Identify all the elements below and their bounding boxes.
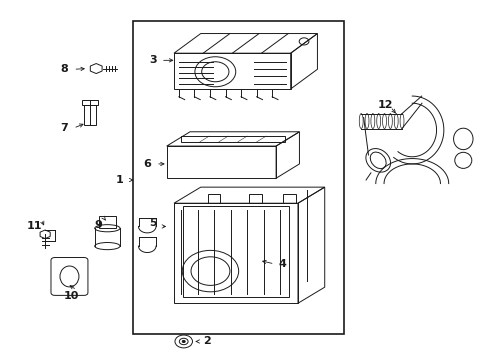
Text: 3: 3 <box>149 55 157 65</box>
Text: 8: 8 <box>61 64 68 74</box>
Text: 10: 10 <box>63 291 79 301</box>
Text: 12: 12 <box>377 100 392 110</box>
Text: 6: 6 <box>143 159 151 169</box>
Text: 5: 5 <box>149 218 157 228</box>
Bar <box>132 21 344 334</box>
Text: 2: 2 <box>203 337 210 346</box>
Text: 7: 7 <box>61 123 68 133</box>
Text: 11: 11 <box>27 221 42 231</box>
Text: 9: 9 <box>95 220 102 230</box>
Text: 4: 4 <box>278 259 286 269</box>
Text: 1: 1 <box>116 175 123 185</box>
Circle shape <box>182 341 185 342</box>
